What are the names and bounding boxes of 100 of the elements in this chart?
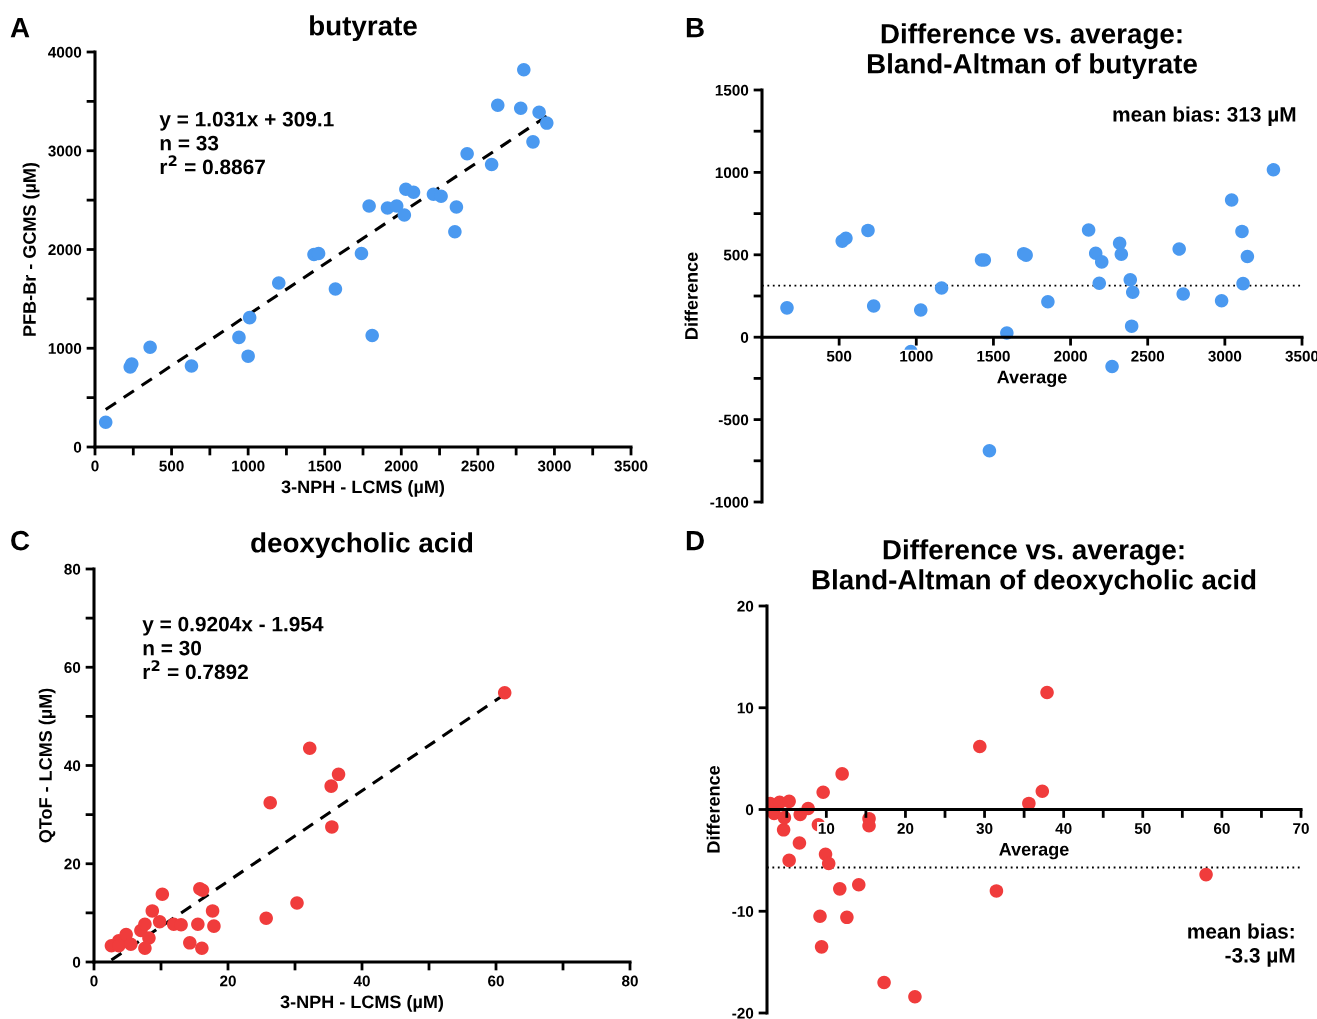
- point: [183, 936, 197, 950]
- point: [540, 116, 554, 130]
- y-tick-label: 0: [740, 332, 749, 343]
- x-tick-label: 60: [1213, 823, 1230, 834]
- x-tick-label: 3500: [614, 460, 648, 472]
- x-tick-label: 2000: [1054, 350, 1087, 362]
- y-axis-title: Difference: [684, 252, 698, 339]
- point: [434, 189, 448, 203]
- x-axis-title: Average: [999, 843, 1069, 860]
- point: [491, 98, 505, 113]
- point: [191, 917, 205, 931]
- point: [272, 276, 286, 290]
- y-tick-label: -20: [732, 1007, 754, 1019]
- point: [328, 282, 343, 296]
- point: [813, 909, 827, 924]
- x-axis-title: Average: [997, 370, 1067, 388]
- point: [982, 443, 997, 458]
- point: [207, 919, 221, 933]
- x-tick-label: 30: [976, 823, 993, 834]
- x-tick-label: 80: [621, 975, 638, 987]
- y-tick-label: 1000: [715, 167, 749, 179]
- point: [302, 741, 317, 756]
- point: [1199, 867, 1213, 882]
- text: B: [686, 18, 704, 38]
- point: [138, 941, 152, 956]
- point: [913, 303, 928, 317]
- y-tick-label: 1500: [715, 84, 749, 96]
- point: [839, 231, 853, 246]
- point: [354, 246, 369, 261]
- point: [362, 199, 376, 213]
- point: [324, 779, 338, 793]
- point: [877, 975, 891, 990]
- x-tick-label: 3000: [1208, 350, 1242, 362]
- point: [1240, 249, 1255, 264]
- x-tick-label: 2000: [384, 460, 418, 472]
- point: [973, 739, 987, 754]
- point: [1040, 685, 1054, 700]
- point: [861, 223, 875, 238]
- x-tick-label: 3000: [537, 460, 571, 472]
- y-axis-title: QToF - LCMS (µM): [38, 688, 56, 843]
- point: [142, 931, 156, 945]
- chart-title: Difference vs. average: Bland-Altman of deoxycholic acid: [812, 539, 1256, 596]
- point: [205, 904, 220, 918]
- x-tick-label: 60: [488, 975, 504, 987]
- x-tick-label: 2500: [1131, 350, 1165, 362]
- point: [782, 794, 796, 809]
- point: [242, 310, 257, 325]
- y-tick-label: 80: [64, 563, 81, 575]
- point: [397, 208, 412, 222]
- x-tick-label: 1000: [900, 350, 933, 362]
- x-axis-title: 3-NPH - LCMS (µM): [281, 479, 445, 497]
- point: [143, 340, 157, 355]
- point: [389, 199, 404, 213]
- point: [989, 884, 1004, 898]
- point: [1112, 236, 1127, 251]
- point: [1172, 242, 1186, 256]
- y-tick-label: 2000: [48, 244, 82, 256]
- x-tick-label: 0: [91, 460, 99, 472]
- y-tick-label: 4000: [48, 46, 82, 58]
- x-tick-label: 10: [818, 823, 835, 834]
- point: [232, 330, 246, 345]
- point: [1214, 294, 1229, 308]
- annotation: mean bias: 313 µM: [1113, 106, 1296, 126]
- y-tick-label: 10: [737, 702, 754, 714]
- y-tick-label: 1000: [48, 343, 82, 354]
- x-tick-label: 500: [826, 350, 852, 362]
- y-tick-label: 500: [723, 249, 749, 261]
- point: [138, 917, 152, 931]
- y-tick-label: 40: [64, 760, 81, 772]
- point: [497, 686, 512, 700]
- point: [833, 882, 847, 896]
- point: [780, 301, 794, 315]
- point: [532, 105, 546, 120]
- y-axis-title: Difference: [706, 765, 720, 853]
- x-tick-label: 1500: [977, 350, 1010, 362]
- point: [866, 299, 881, 313]
- y-tick-label: 0: [745, 804, 754, 816]
- point: [124, 937, 138, 952]
- point: [852, 878, 866, 892]
- point: [1041, 295, 1055, 309]
- y-tick-label: 0: [72, 956, 81, 968]
- point: [1235, 224, 1249, 239]
- point: [517, 63, 531, 77]
- point: [1124, 319, 1139, 333]
- point: [840, 910, 854, 925]
- x-tick-label: 50: [1134, 823, 1151, 834]
- point: [821, 856, 836, 871]
- y-tick-label: -500: [718, 414, 749, 426]
- annotation: mean bias: -3.3 µM: [1188, 923, 1295, 967]
- point: [513, 101, 528, 116]
- y-tick-label: 3000: [48, 145, 82, 157]
- point: [1081, 223, 1096, 237]
- point: [449, 200, 464, 214]
- point: [1092, 276, 1107, 291]
- point: [1266, 163, 1281, 177]
- chart-title: deoxycholic acid: [251, 532, 473, 559]
- point: [835, 767, 849, 781]
- text: C: [11, 530, 30, 551]
- point: [816, 785, 830, 799]
- point: [331, 767, 346, 782]
